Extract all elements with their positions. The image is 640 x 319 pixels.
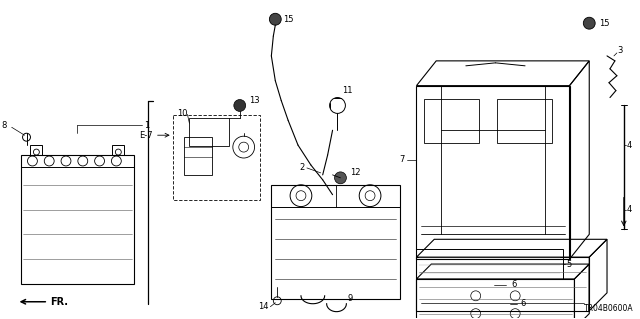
Bar [417,279,575,319]
Text: 9: 9 [348,294,353,303]
Text: FR.: FR. [50,297,68,307]
Bar [31,145,42,155]
Bar [189,118,229,146]
Text: 3: 3 [617,47,622,56]
Text: 6: 6 [511,280,517,289]
Circle shape [234,100,246,111]
Circle shape [583,17,595,29]
Text: 13: 13 [249,96,259,105]
Bar [20,155,134,284]
Text: 5: 5 [566,260,572,269]
Text: 7: 7 [399,155,404,165]
Text: 10: 10 [177,109,188,118]
Bar [417,249,563,279]
Bar [497,99,552,143]
Text: 12: 12 [350,168,361,177]
Bar [271,185,400,299]
Text: 6: 6 [520,299,525,308]
Text: E-7: E-7 [140,131,153,140]
Text: 4: 4 [627,141,632,150]
Bar [417,85,570,259]
Bar [173,115,259,200]
Bar [424,99,479,143]
Text: 15: 15 [283,15,294,24]
Text: 14: 14 [258,302,268,311]
Circle shape [335,172,346,184]
Bar [417,257,589,311]
Text: 1: 1 [144,121,149,130]
Text: 2: 2 [300,163,305,173]
Text: 15: 15 [599,19,610,28]
Text: 8: 8 [1,121,7,130]
Bar [113,145,124,155]
Circle shape [269,13,281,25]
Text: 11: 11 [342,86,353,95]
Text: TR04B0600A: TR04B0600A [584,304,634,313]
Text: 4: 4 [627,205,632,214]
Bar [184,137,212,175]
